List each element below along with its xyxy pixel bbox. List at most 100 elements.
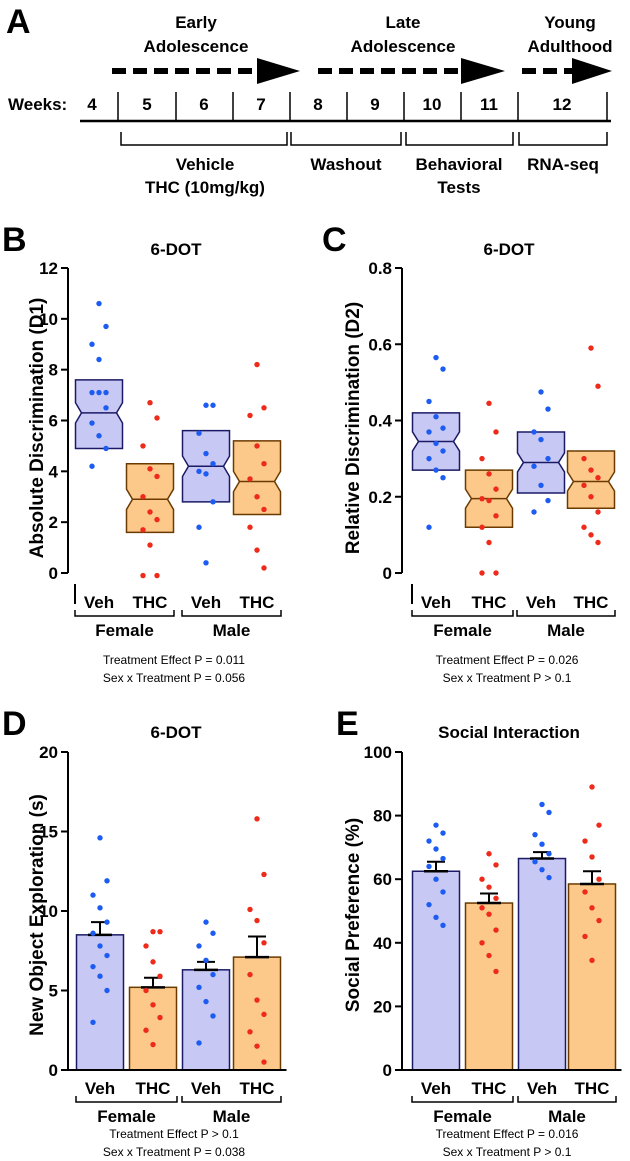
thc-data-point	[147, 509, 153, 515]
panel-label-a: A	[6, 3, 31, 41]
thc-data-point	[254, 1043, 260, 1049]
veh-data-point	[196, 1040, 202, 1046]
thc-data-point	[150, 1002, 156, 1008]
thc-data-point	[486, 851, 492, 857]
group-label: Male	[213, 621, 251, 640]
thc-data-point	[486, 471, 492, 477]
week-number: 12	[553, 95, 572, 114]
y-axis-label: Absolute Discrimination (D1)	[27, 298, 48, 559]
thc-data-point	[493, 895, 499, 901]
thc-data-point	[143, 943, 149, 949]
veh-data-point	[90, 963, 96, 970]
veh-data-point	[103, 323, 109, 330]
thc-data-point	[254, 917, 260, 924]
plot-area	[75, 816, 282, 1071]
veh-data-point	[440, 830, 446, 836]
thc-data-point	[589, 905, 595, 911]
panel-label-d: D	[2, 705, 27, 743]
veh-data-point	[89, 341, 95, 347]
phase-thc-label: THC (10mg/kg)	[145, 178, 265, 197]
phase-bracket-behavior	[405, 132, 514, 146]
veh-data-point	[203, 402, 209, 408]
veh-data-point	[210, 971, 216, 978]
veh-data-point	[426, 429, 432, 435]
thc-data-point	[582, 933, 588, 940]
thc-data-point	[479, 876, 485, 882]
thc-data-point	[479, 524, 485, 530]
y-tick-label: 20	[373, 997, 392, 1016]
y-tick-label: 40	[373, 934, 392, 953]
stat-treatment-effect: Treatment Effect P > 0.1	[109, 1127, 239, 1141]
veh-data-point	[440, 474, 446, 481]
group-label: Male	[548, 1107, 586, 1126]
week-number: 5	[142, 95, 151, 114]
veh-data-point	[104, 952, 110, 959]
week-number: 7	[256, 95, 265, 114]
category-label: Veh	[84, 593, 114, 612]
thc-data-point	[157, 928, 163, 935]
veh-data-point	[539, 801, 545, 808]
thc-data-point	[150, 928, 156, 935]
thc-data-point	[140, 572, 146, 579]
y-tick-label: 4	[49, 462, 59, 481]
thc-data-point	[254, 547, 260, 553]
veh-data-point	[203, 919, 209, 925]
thc-data-point	[154, 516, 160, 523]
category-label: THC	[575, 1079, 610, 1098]
panel-label-b: B	[2, 221, 27, 259]
stat-sex-by-treatment: Sex x Treatment P = 0.056	[103, 671, 246, 685]
y-tick-label: 8	[49, 361, 58, 380]
thc-data-point	[261, 1059, 267, 1065]
veh-data-point	[426, 398, 432, 405]
veh-data-point	[203, 957, 209, 963]
thc-bar	[567, 883, 617, 1071]
veh-data-point	[531, 463, 537, 469]
phase-bracket-rnaseq	[518, 132, 608, 146]
veh-data-point	[196, 984, 202, 991]
chart-title: 6-DOT	[151, 723, 203, 742]
veh-data-point	[532, 831, 538, 838]
veh-data-point	[426, 524, 432, 530]
veh-data-point	[96, 389, 102, 396]
stage-early-adolescence: Early Adolescence	[112, 13, 300, 84]
veh-data-point	[539, 866, 545, 873]
thc-data-point	[581, 524, 587, 530]
category-label: Veh	[421, 593, 451, 612]
veh-data-point	[210, 499, 216, 505]
veh-data-point	[103, 405, 109, 411]
stage-late-arrowhead	[461, 58, 505, 84]
group-bracket	[411, 610, 514, 617]
veh-data-point	[433, 822, 439, 828]
axes: 0 0.2 0.4 0.6 0.8	[368, 259, 403, 583]
panel-e-social-interaction: E Social Interaction Social Preference (…	[336, 705, 622, 1159]
thc-data-point	[479, 455, 485, 462]
thc-data-point	[589, 784, 595, 790]
thc-data-point	[486, 497, 492, 504]
y-tick-label: 0.6	[368, 335, 392, 354]
y-tick-label: 0	[383, 564, 392, 583]
veh-data-point	[90, 1019, 96, 1025]
veh-data-point	[426, 863, 432, 870]
thc-data-point	[143, 987, 149, 994]
stage-late-line2: Adolescence	[351, 37, 456, 56]
thc-data-point	[150, 959, 156, 965]
veh-data-point	[210, 930, 216, 936]
category-axis: Veh THC Veh THC Female Male	[74, 584, 282, 640]
thc-data-point	[588, 532, 594, 538]
y-tick-label: 0.8	[368, 259, 392, 278]
stage-young-line1: Young	[544, 13, 596, 32]
y-tick-label: 60	[373, 870, 392, 889]
thc-box	[232, 440, 282, 516]
stage-young-adulthood: Young Adulthood	[522, 13, 612, 84]
category-label: THC	[574, 593, 609, 612]
thc-data-point	[479, 940, 485, 946]
thc-data-point	[595, 474, 601, 481]
veh-bar	[517, 857, 567, 1071]
veh-data-point	[97, 835, 103, 841]
thc-data-point	[589, 854, 595, 860]
veh-data-point	[203, 560, 209, 566]
veh-data-point	[97, 905, 103, 911]
y-tick-label: 20	[39, 743, 58, 762]
veh-data-point	[531, 509, 537, 515]
